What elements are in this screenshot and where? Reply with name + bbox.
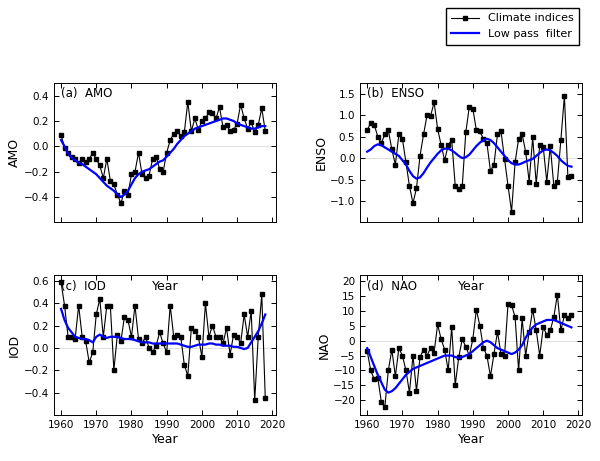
Y-axis label: NAO: NAO: [317, 331, 331, 359]
Y-axis label: IOD: IOD: [8, 334, 21, 357]
Text: Year: Year: [152, 280, 178, 293]
Legend: Climate indices, Low pass  filter: Climate indices, Low pass filter: [446, 8, 580, 45]
X-axis label: Year: Year: [152, 432, 178, 445]
Text: (d)  NAO: (d) NAO: [367, 280, 417, 293]
Text: (b)  ENSO: (b) ENSO: [367, 87, 424, 100]
Text: (a)  AMO: (a) AMO: [61, 87, 112, 100]
Text: (c)  IOD: (c) IOD: [61, 280, 106, 293]
Text: Year: Year: [458, 280, 484, 293]
Y-axis label: ENSO: ENSO: [314, 135, 327, 170]
Y-axis label: AMO: AMO: [8, 138, 21, 167]
X-axis label: Year: Year: [458, 432, 484, 445]
